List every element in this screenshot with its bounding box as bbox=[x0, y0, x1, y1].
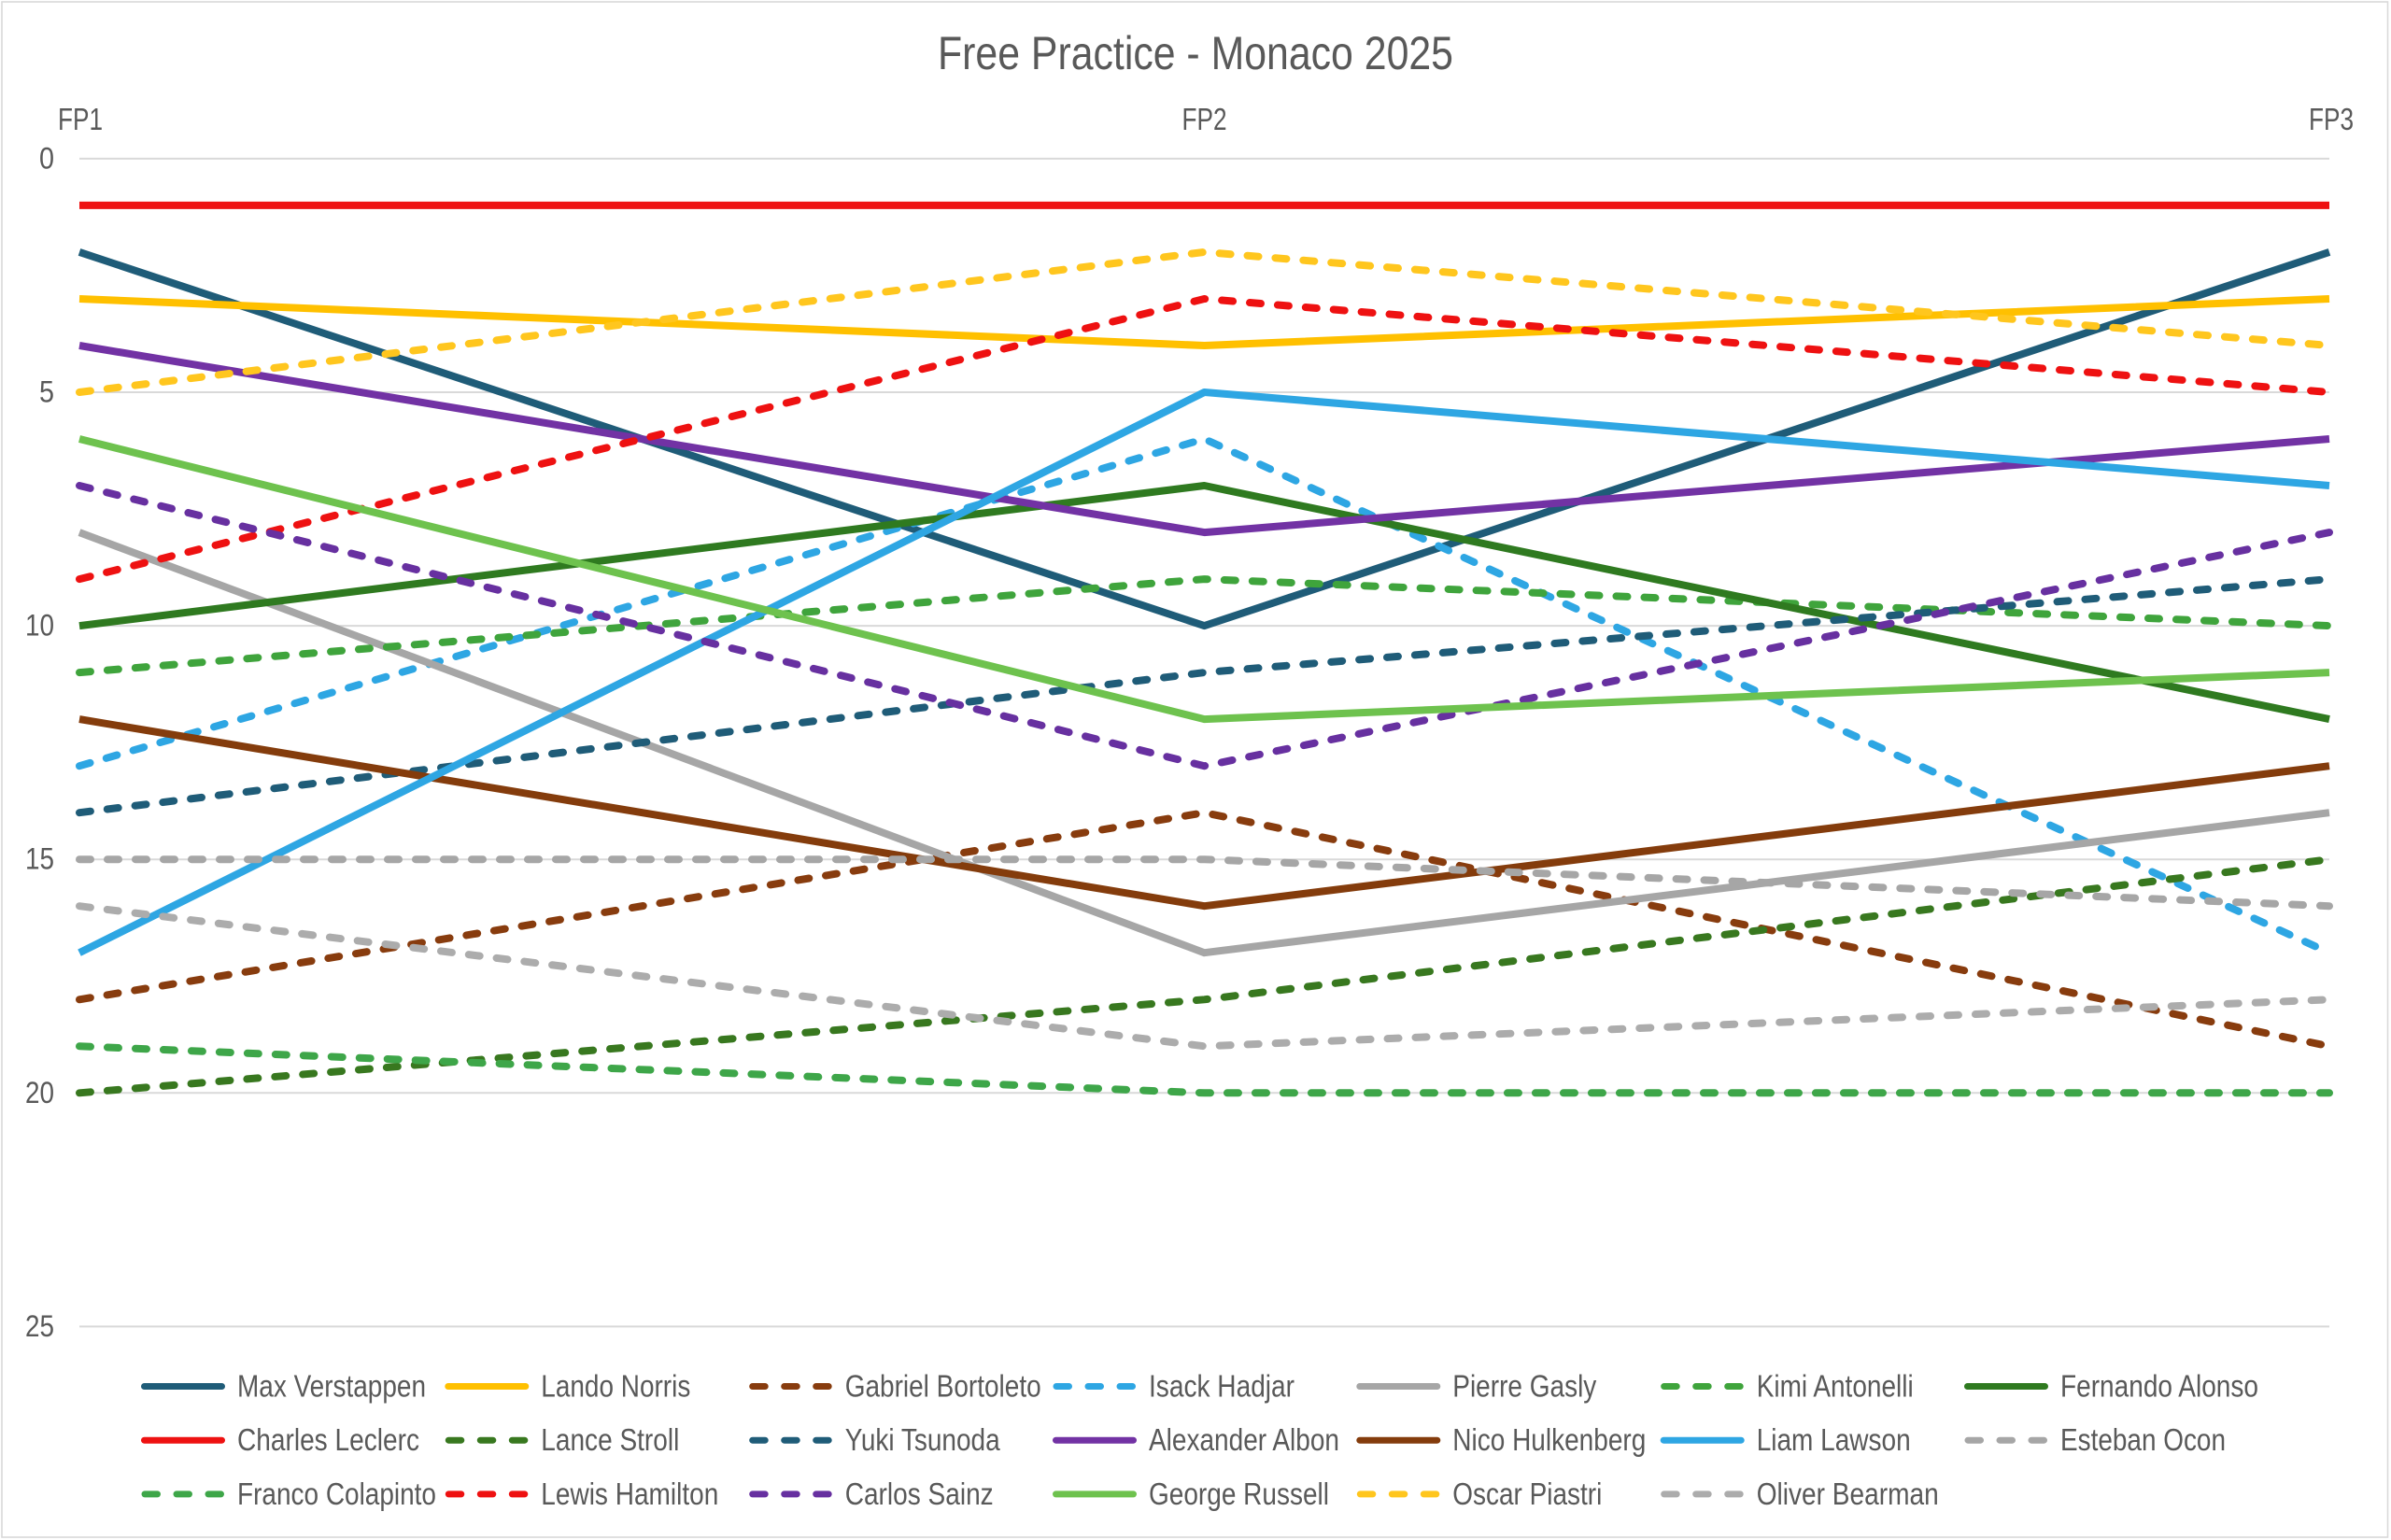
svg-text:Gabriel Bortoleto: Gabriel Bortoleto bbox=[845, 1369, 1041, 1404]
svg-text:Alexander Albon: Alexander Albon bbox=[1149, 1422, 1339, 1457]
svg-text:Lance Stroll: Lance Stroll bbox=[541, 1422, 679, 1457]
svg-text:Franco Colapinto: Franco Colapinto bbox=[237, 1476, 436, 1511]
svg-text:Oliver Bearman: Oliver Bearman bbox=[1757, 1476, 1939, 1511]
svg-text:FP1: FP1 bbox=[58, 102, 103, 136]
svg-text:Carlos Sainz: Carlos Sainz bbox=[845, 1476, 994, 1511]
svg-text:5: 5 bbox=[39, 375, 54, 409]
svg-text:20: 20 bbox=[25, 1076, 54, 1109]
svg-text:Fernando Alonso: Fernando Alonso bbox=[2060, 1369, 2258, 1404]
svg-text:Isack Hadjar: Isack Hadjar bbox=[1149, 1369, 1295, 1404]
svg-text:0: 0 bbox=[39, 141, 54, 175]
svg-text:Esteban Ocon: Esteban Ocon bbox=[2060, 1422, 2226, 1457]
svg-text:Lewis Hamilton: Lewis Hamilton bbox=[541, 1476, 718, 1511]
svg-text:FP2: FP2 bbox=[1182, 102, 1227, 136]
svg-text:Kimi Antonelli: Kimi Antonelli bbox=[1757, 1369, 1914, 1404]
svg-text:Pierre Gasly: Pierre Gasly bbox=[1452, 1369, 1596, 1404]
svg-text:Yuki Tsunoda: Yuki Tsunoda bbox=[845, 1422, 1001, 1457]
svg-text:Nico Hulkenberg: Nico Hulkenberg bbox=[1452, 1422, 1646, 1457]
svg-text:Lando Norris: Lando Norris bbox=[541, 1369, 690, 1404]
svg-text:Liam Lawson: Liam Lawson bbox=[1757, 1422, 1911, 1457]
svg-text:Free Practice - Monaco 2025: Free Practice - Monaco 2025 bbox=[938, 27, 1453, 79]
svg-text:25: 25 bbox=[25, 1309, 54, 1343]
svg-text:FP3: FP3 bbox=[2309, 102, 2354, 136]
svg-text:Max Verstappen: Max Verstappen bbox=[237, 1369, 426, 1404]
svg-text:10: 10 bbox=[25, 609, 54, 643]
svg-text:Charles Leclerc: Charles Leclerc bbox=[237, 1422, 419, 1457]
svg-text:George Russell: George Russell bbox=[1149, 1476, 1329, 1511]
svg-text:15: 15 bbox=[25, 842, 54, 876]
svg-text:Oscar Piastri: Oscar Piastri bbox=[1452, 1476, 1602, 1511]
